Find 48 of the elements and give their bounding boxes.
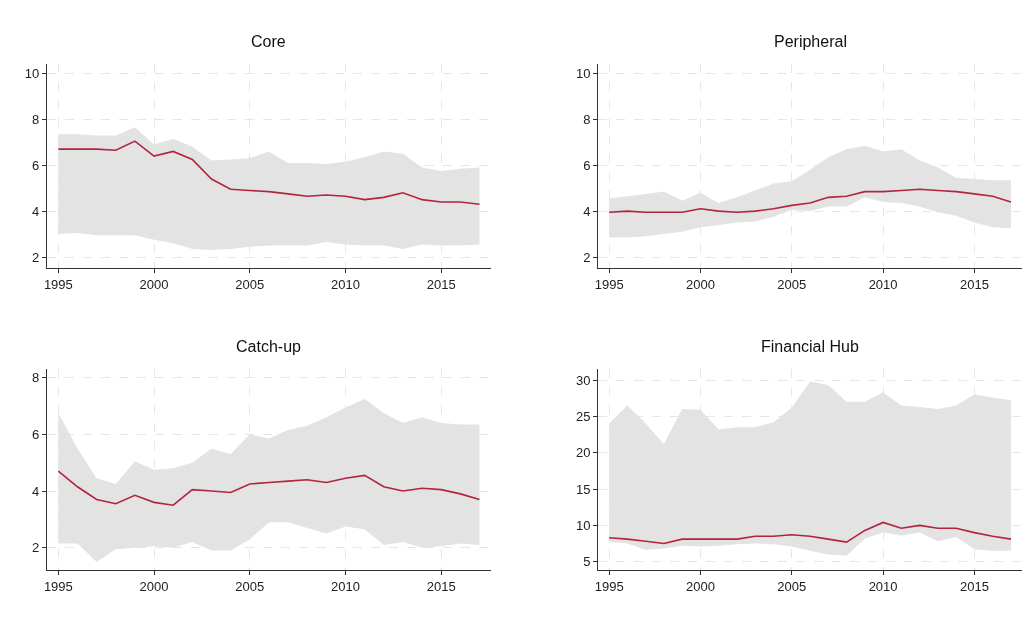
x-tick-label: 1995 bbox=[594, 277, 624, 293]
y-tick-label: 2 bbox=[32, 540, 40, 556]
x-tick-label: 2000 bbox=[139, 579, 169, 594]
y-tick-label: 20 bbox=[576, 445, 591, 461]
y-tick-label: 8 bbox=[583, 111, 591, 127]
y-tick-label: 8 bbox=[32, 111, 40, 127]
x-tick-label: 2010 bbox=[868, 277, 898, 293]
y-tick-label: 10 bbox=[576, 517, 591, 533]
chart-title: Core bbox=[251, 33, 286, 50]
y-tick-label: 5 bbox=[583, 554, 591, 570]
y-tick-label: 30 bbox=[576, 372, 591, 388]
x-tick-label: 2015 bbox=[426, 277, 456, 293]
x-tick-label: 1995 bbox=[43, 579, 73, 594]
x-tick-label: 2000 bbox=[686, 579, 715, 594]
y-tick-label: 2 bbox=[32, 249, 40, 265]
line-series bbox=[57, 140, 481, 206]
x-tick-label: 1995 bbox=[43, 277, 73, 293]
x-tick-label: 2010 bbox=[331, 579, 360, 594]
x-tick-label: 2015 bbox=[959, 277, 989, 293]
y-tick-label: 6 bbox=[32, 157, 40, 173]
y-tick-label: 8 bbox=[32, 370, 40, 386]
y-tick-label: 25 bbox=[576, 408, 591, 424]
chart-title: Financial Hub bbox=[761, 338, 859, 355]
x-tick-label: 1995 bbox=[594, 579, 624, 594]
x-tick-label: 2005 bbox=[235, 579, 265, 594]
y-tick-label: 15 bbox=[576, 481, 591, 497]
y-tick-label: 6 bbox=[32, 426, 40, 442]
y-tick-label: 6 bbox=[583, 157, 591, 173]
x-tick-label: 2015 bbox=[426, 579, 456, 594]
x-tick-label: 2015 bbox=[959, 579, 989, 594]
x-tick-label: 2010 bbox=[868, 579, 898, 594]
chart-title: Peripheral bbox=[774, 33, 847, 50]
x-tick-label: 2010 bbox=[331, 277, 360, 293]
y-tick-label: 4 bbox=[583, 203, 591, 219]
x-tick-label: 2000 bbox=[686, 277, 715, 293]
y-tick-label: 10 bbox=[24, 65, 40, 81]
y-tick-label: 4 bbox=[32, 483, 40, 499]
y-tick-label: 4 bbox=[32, 203, 40, 219]
line-series bbox=[608, 188, 1012, 214]
y-tick-label: 2 bbox=[583, 249, 591, 265]
y-tick-label: 10 bbox=[576, 65, 591, 81]
x-tick-label: 2005 bbox=[235, 277, 265, 293]
x-tick-label: 2005 bbox=[777, 277, 807, 293]
x-tick-label: 2005 bbox=[777, 579, 807, 594]
chart-title: Catch-up bbox=[236, 338, 302, 355]
line-series bbox=[608, 521, 1012, 545]
x-tick-label: 2000 bbox=[139, 277, 169, 293]
line-series bbox=[57, 470, 481, 506]
